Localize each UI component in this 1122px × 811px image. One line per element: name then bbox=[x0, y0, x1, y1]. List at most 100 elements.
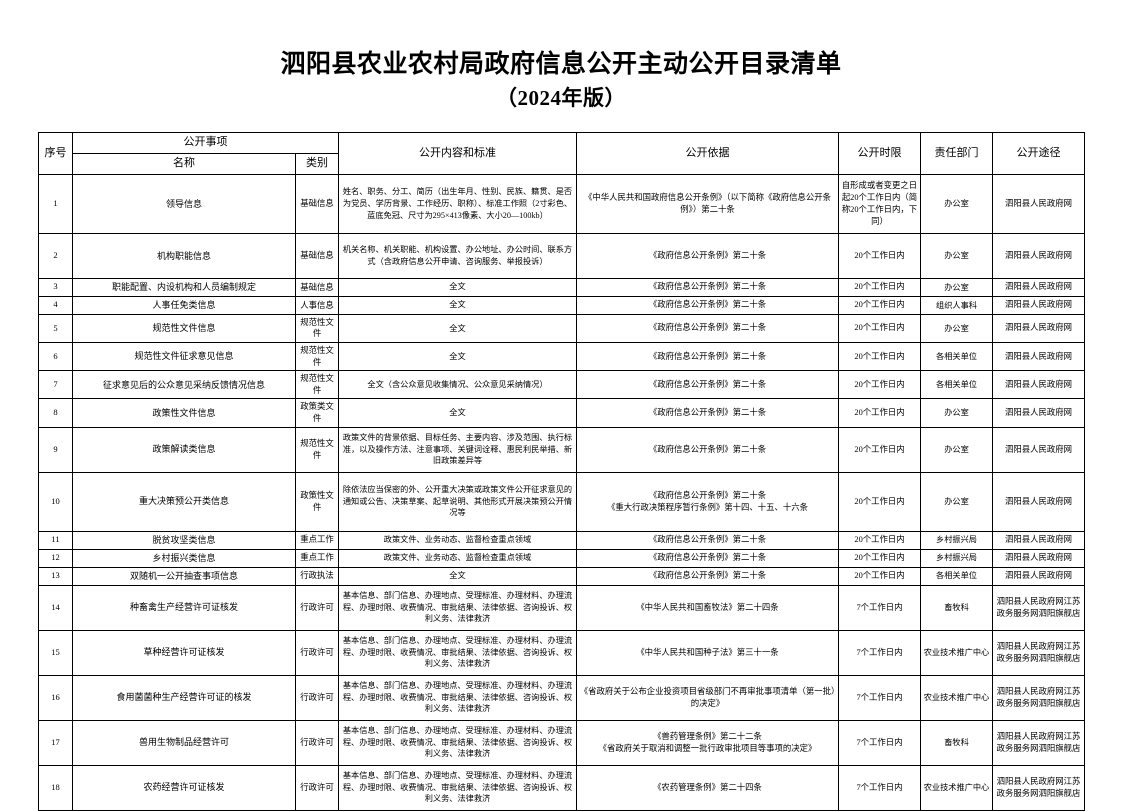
public-disclosure-catalog-table: 序号 公开事项 公开内容和标准 公开依据 公开时限 责任部门 公开途径 名称 类… bbox=[38, 132, 1085, 811]
cell-department: 各相关单位 bbox=[920, 566, 993, 586]
cell-department: 乡村振兴局 bbox=[920, 548, 993, 568]
column-header-basis: 公开依据 bbox=[576, 132, 839, 175]
cell-channel: 泗阳县人民政府网 bbox=[992, 313, 1085, 343]
cell-basis: 《政府信息公开条例》第二十条 bbox=[576, 398, 839, 428]
cell-content: 全文 bbox=[338, 295, 577, 315]
cell-channel: 泗阳县人民政府网江苏政务服务网泗阳旗舰店 bbox=[992, 719, 1085, 766]
table-row: 8 政策性文件信息 政策类文件 全文 《政府信息公开条例》第二十条 20个工作日内 办公室泗… bbox=[38, 398, 1085, 428]
cell-seq: 2 bbox=[38, 232, 73, 279]
cell-category: 规范性文件 bbox=[295, 341, 339, 372]
cell-content: 全文（含公众意见收集情况、公众意见采纳情况） bbox=[338, 370, 577, 400]
cell-seq: 17 bbox=[38, 719, 73, 766]
cell-basis: 《中华人民共和国畜牧法》第二十四条 bbox=[576, 584, 839, 631]
table-row: 6 规范性文件征求意见信息 规范性文件 全文 《政府信息公开条例》第二十条 20个工作日内… bbox=[38, 341, 1085, 372]
column-header-department: 责任部门 bbox=[920, 132, 993, 175]
cell-basis: 《政府信息公开条例》第二十条 bbox=[576, 232, 839, 279]
cell-channel: 泗阳县人民政府网 bbox=[992, 426, 1085, 473]
cell-limit: 7个工作日内 bbox=[838, 719, 921, 766]
cell-name: 规范性文件征求意见信息 bbox=[72, 341, 296, 372]
cell-seq: 8 bbox=[38, 398, 73, 428]
table-row: 7 征求意见后的公众意见采纳反馈情况信息 规范性文件 全文（含公众意见收集情况、公众意… bbox=[38, 370, 1085, 400]
cell-name: 职能配置、内设机构和人员编制规定 bbox=[72, 277, 296, 297]
page-subtitle: （2024年版） bbox=[496, 86, 626, 110]
cell-channel: 泗阳县人民政府网 bbox=[992, 295, 1085, 315]
cell-limit: 7个工作日内 bbox=[838, 674, 921, 721]
cell-basis: 《政府信息公开条例》第二十条 bbox=[576, 295, 839, 315]
cell-limit: 7个工作日内 bbox=[838, 764, 921, 811]
cell-department: 组织人事科 bbox=[920, 295, 993, 315]
cell-category: 行政许可 bbox=[295, 719, 339, 766]
cell-content: 全文 bbox=[338, 341, 577, 372]
table-row: 12 乡村振兴类信息 重点工作 政策文件、业务动态、监督检查重点领域 《政府信息公开条例… bbox=[38, 548, 1085, 568]
cell-department: 农业技术推广中心 bbox=[920, 629, 993, 676]
cell-limit: 7个工作日内 bbox=[838, 629, 921, 676]
cell-basis: 《政府信息公开条例》第二十条 bbox=[576, 426, 839, 473]
cell-limit: 20个工作日内 bbox=[838, 232, 921, 279]
cell-basis: 《政府信息公开条例》第二十条 bbox=[576, 341, 839, 372]
cell-content: 姓名、职务、分工、简历（出生年月、性别、民族、籍贯、是否为党员、学历背景、工作经… bbox=[338, 173, 577, 234]
cell-content: 全文 bbox=[338, 313, 577, 343]
cell-basis: 《政府信息公开条例》第二十条 bbox=[576, 566, 839, 586]
cell-limit: 20个工作日内 bbox=[838, 277, 921, 297]
cell-seq: 9 bbox=[38, 426, 73, 473]
table-row: 1 领导信息 基础信息 姓名、职务、分工、简历（出生年月、性别、民族、籍贯、是否为党员… bbox=[38, 173, 1085, 234]
cell-name: 政策解读类信息 bbox=[72, 426, 296, 473]
cell-name: 征求意见后的公众意见采纳反馈情况信息 bbox=[72, 370, 296, 400]
cell-limit: 20个工作日内 bbox=[838, 426, 921, 473]
table-row: 2 机构职能信息 基础信息 机关名称、机关职能、机构设置、办公地址、办公时间、联系方式… bbox=[38, 232, 1085, 279]
cell-seq: 5 bbox=[38, 313, 73, 343]
cell-category: 政策性文件 bbox=[295, 471, 339, 532]
cell-seq: 12 bbox=[38, 548, 73, 568]
cell-seq: 1 bbox=[38, 173, 73, 234]
cell-name: 草种经营许可证核发 bbox=[72, 629, 296, 676]
cell-department: 办公室 bbox=[920, 471, 993, 532]
cell-channel: 泗阳县人民政府网 bbox=[992, 471, 1085, 532]
cell-content: 全文 bbox=[338, 277, 577, 297]
cell-seq: 6 bbox=[38, 341, 73, 372]
cell-basis: 《政府信息公开条例》第二十条 bbox=[576, 370, 839, 400]
table-row: 9 政策解读类信息 规范性文件 政策文件的背景依据、目标任务、主要内容、涉及范围、执行… bbox=[38, 426, 1085, 473]
column-header-channel: 公开途径 bbox=[992, 132, 1085, 175]
cell-department: 乡村振兴局 bbox=[920, 530, 993, 550]
cell-category: 重点工作 bbox=[295, 548, 339, 568]
cell-channel: 泗阳县人民政府网 bbox=[992, 370, 1085, 400]
cell-basis: 《中华人民共和国种子法》第三十一条 bbox=[576, 629, 839, 676]
cell-basis: 《省政府关于公布企业投资项目省级部门不再审批事项清单（第一批）的决定》 bbox=[576, 674, 839, 721]
cell-limit: 20个工作日内 bbox=[838, 548, 921, 568]
cell-category: 规范性文件 bbox=[295, 426, 339, 473]
cell-basis: 《兽药管理条例》第二十二条 《省政府关于取消和调整一批行政审批项目等事项的决定》 bbox=[576, 719, 839, 766]
cell-name: 乡村振兴类信息 bbox=[72, 548, 296, 568]
cell-channel: 泗阳县人民政府网 bbox=[992, 548, 1085, 568]
cell-limit: 20个工作日内 bbox=[838, 398, 921, 428]
cell-department: 各相关单位 bbox=[920, 370, 993, 400]
cell-limit: 自形成或者变更之日起20个工作日内（简称20个工作日内，下同） bbox=[838, 173, 921, 234]
cell-content: 基本信息、部门信息、办理地点、受理标准、办理材料、办理流程、办理时限、收费情况、… bbox=[338, 764, 577, 811]
cell-department: 办公室 bbox=[920, 277, 993, 297]
cell-category: 行政许可 bbox=[295, 584, 339, 631]
cell-content: 全文 bbox=[338, 398, 577, 428]
table-row: 16 食用菌菌种生产经营许可证的核发 行政许可 基本信息、部门信息、办理地点、受理标准… bbox=[38, 674, 1085, 721]
column-header-name: 名称 bbox=[72, 153, 296, 175]
cell-name: 种畜禽生产经营许可证核发 bbox=[72, 584, 296, 631]
cell-department: 办公室 bbox=[920, 173, 993, 234]
cell-content: 基本信息、部门信息、办理地点、受理标准、办理材料、办理流程、办理时限、收费情况、… bbox=[338, 584, 577, 631]
document-page: 泗阳县农业农村局政府信息公开主动公开目录清单 （2024年版） 序号 公开事项 … bbox=[38, 51, 1085, 811]
cell-name: 农药经营许可证核发 bbox=[72, 764, 296, 811]
table-row: 3 职能配置、内设机构和人员编制规定 基础信息 全文 《政府信息公开条例》第二十条 20个… bbox=[38, 277, 1085, 297]
table-row: 13 双随机一公开抽查事项信息 行政执法 全文 《政府信息公开条例》第二十条 20个工作日… bbox=[38, 566, 1085, 586]
table-row: 11 脱贫攻坚类信息 重点工作 政策文件、业务动态、监督检查重点领域 《政府信息公开条例… bbox=[38, 530, 1085, 550]
cell-seq: 18 bbox=[38, 764, 73, 811]
cell-name: 兽用生物制品经营许可 bbox=[72, 719, 296, 766]
cell-name: 机构职能信息 bbox=[72, 232, 296, 279]
cell-category: 规范性文件 bbox=[295, 370, 339, 400]
cell-seq: 11 bbox=[38, 530, 73, 550]
table-row: 10 重大决策预公开类信息 政策性文件 除依法应当保密的外、公开重大决策或政策文件公开… bbox=[38, 471, 1085, 532]
table-header-row-1: 序号 公开事项 公开内容和标准 公开依据 公开时限 责任部门 公开途径 bbox=[38, 132, 1085, 175]
catalog-table-wrapper: 序号 公开事项 公开内容和标准 公开依据 公开时限 责任部门 公开途径 名称 类… bbox=[0, 132, 1122, 811]
cell-department: 办公室 bbox=[920, 398, 993, 428]
table-row: 18 农药经营许可证核发 行政许可 基本信息、部门信息、办理地点、受理标准、办理材料、… bbox=[38, 764, 1085, 811]
cell-seq: 13 bbox=[38, 566, 73, 586]
cell-seq: 14 bbox=[38, 584, 73, 631]
cell-department: 各相关单位 bbox=[920, 341, 993, 372]
cell-department: 办公室 bbox=[920, 313, 993, 343]
